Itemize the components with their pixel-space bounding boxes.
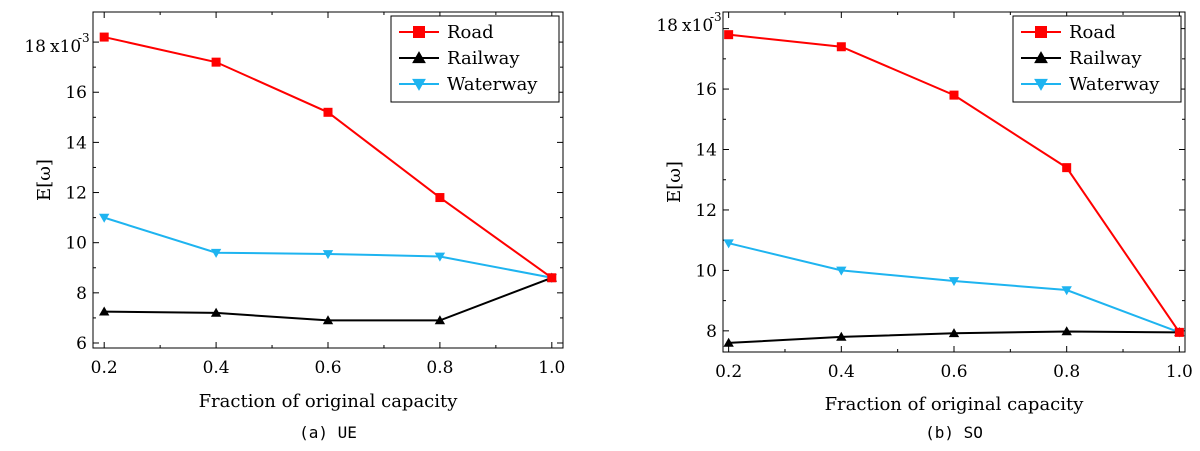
legend: Road Railway Waterway xyxy=(390,15,560,103)
series-line-railway xyxy=(104,276,553,322)
data-point-waterway xyxy=(322,250,334,260)
y-tick-label: 18 xyxy=(656,16,678,36)
x-tick-label: 0.8 xyxy=(426,358,453,378)
legend-marker-railway xyxy=(412,51,426,64)
data-point-railway xyxy=(210,307,222,317)
legend: Road Railway Waterway xyxy=(1012,15,1182,103)
data-point-waterway xyxy=(1061,286,1072,296)
chart-caption: (b) SO xyxy=(925,423,983,442)
y-tick-label: 14 xyxy=(65,133,87,153)
data-point-road xyxy=(547,273,557,283)
data-point-road xyxy=(323,107,333,117)
y-tick-label: 8 xyxy=(706,322,717,342)
y-tick-label: 18 xyxy=(24,37,46,57)
data-point-railway xyxy=(948,328,960,338)
y-axis-label: E[ω] xyxy=(664,161,685,203)
y-tick-label: 10 xyxy=(65,234,87,254)
x-tick-label: 0.4 xyxy=(828,362,855,382)
x-tick-label: 0.2 xyxy=(715,362,742,382)
x-tick-label: 1.0 xyxy=(1166,362,1193,382)
y-tick-label: 16 xyxy=(65,83,87,103)
y-tick-label: 14 xyxy=(695,141,717,161)
chart-so: 8 10 12 14 16 18 x10-3 0.2 0.4 0.6 0.8 1.0 Fraction … xyxy=(656,10,1193,442)
data-point-road xyxy=(211,57,221,67)
data-point-waterway xyxy=(210,248,222,258)
legend-marker-waterway xyxy=(1034,78,1048,91)
chart-ue: 6 8 10 12 14 16 18 x10-3 0.2 0.4 0.6 0.8 1.0 Fraction… xyxy=(24,11,565,442)
y-multiplier: x10 xyxy=(50,37,81,57)
data-point-road xyxy=(99,32,109,42)
chart-caption: (a) UE xyxy=(299,423,357,442)
legend-label-waterway: Waterway xyxy=(1069,74,1160,95)
data-point-railway xyxy=(836,331,847,341)
x-axis-label: Fraction of original capacity xyxy=(199,391,459,412)
y-multiplier-exponent: -3 xyxy=(78,31,90,45)
data-point-waterway xyxy=(99,213,110,223)
legend-marker-waterway xyxy=(412,78,426,91)
series-line-waterway xyxy=(728,242,1180,334)
data-point-waterway xyxy=(723,239,734,249)
data-point-road xyxy=(724,30,734,40)
data-point-railway xyxy=(434,315,446,325)
legend-marker-road xyxy=(1035,26,1047,38)
data-point-waterway xyxy=(836,266,847,276)
legend-label-railway: Railway xyxy=(1069,48,1142,69)
legend-marker-railway xyxy=(1034,51,1048,64)
series-line-waterway xyxy=(103,216,552,279)
legend-label-road: Road xyxy=(1069,22,1116,43)
y-multiplier-exponent: -3 xyxy=(710,10,722,24)
data-point-waterway xyxy=(948,277,960,287)
data-point-road xyxy=(1062,163,1072,173)
data-point-railway xyxy=(99,306,110,316)
data-point-railway xyxy=(723,337,734,347)
data-point-railway xyxy=(322,315,334,325)
y-tick-label: 6 xyxy=(76,334,87,354)
x-tick-label: 0.2 xyxy=(91,358,118,378)
x-tick-label: 1.0 xyxy=(538,358,565,378)
data-point-waterway xyxy=(434,252,446,262)
x-tick-label: 0.8 xyxy=(1053,362,1080,382)
legend-label-waterway: Waterway xyxy=(447,74,538,95)
x-tick-label: 0.6 xyxy=(940,362,967,382)
data-point-road xyxy=(949,90,959,100)
y-tick-label: 10 xyxy=(695,261,717,281)
legend-label-road: Road xyxy=(447,22,494,43)
y-axis-label: E[ω] xyxy=(34,159,55,201)
legend-label-railway: Railway xyxy=(447,48,520,69)
x-axis-label: Fraction of original capacity xyxy=(825,394,1085,415)
data-point-railway xyxy=(1061,326,1072,336)
y-tick-label: 8 xyxy=(76,284,87,304)
data-point-road xyxy=(836,42,846,52)
y-tick-label: 16 xyxy=(695,80,717,100)
y-tick-label: 12 xyxy=(65,184,87,204)
data-point-road xyxy=(435,193,445,203)
x-tick-label: 0.6 xyxy=(314,358,341,378)
x-tick-label: 0.4 xyxy=(203,358,230,378)
y-multiplier: x10 xyxy=(682,16,713,36)
y-tick-label: 12 xyxy=(695,201,717,221)
data-point-road xyxy=(1174,327,1184,337)
legend-marker-road xyxy=(413,26,425,38)
